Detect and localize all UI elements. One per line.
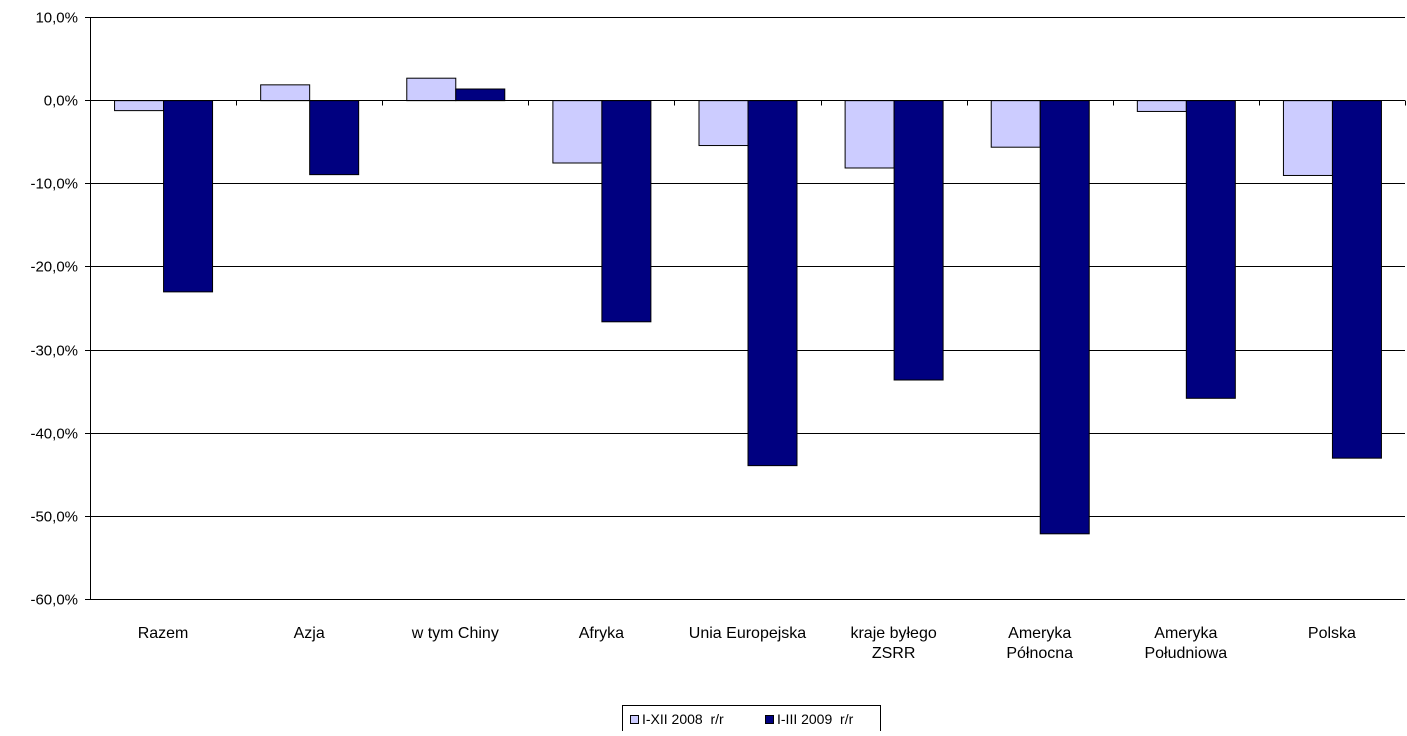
y-tick-label: -40,0% xyxy=(30,426,78,443)
y-tick-label: -10,0% xyxy=(30,176,78,193)
bar-2009 xyxy=(455,88,506,102)
bar-2008 xyxy=(1282,100,1333,176)
bars xyxy=(114,77,1382,535)
y-tick-label: -60,0% xyxy=(30,592,78,609)
bar-2009 xyxy=(1185,100,1236,399)
y-tick-label: 0,0% xyxy=(44,93,78,110)
bar-2008 xyxy=(990,100,1041,148)
legend-box xyxy=(622,705,881,733)
bar-2009 xyxy=(1331,100,1382,459)
legend-label: I-III 2009 r/r xyxy=(777,711,854,727)
bar-2008 xyxy=(698,100,749,147)
bar-2008 xyxy=(1136,100,1187,112)
x-axis-tick-labels: Razem Azja w tym Chiny Afryka Unia Europejsk… xyxy=(138,625,1356,662)
bar-2009 xyxy=(893,100,944,381)
bar-2008 xyxy=(406,77,457,102)
y-tick-label: -50,0% xyxy=(30,509,78,526)
legend-swatch xyxy=(765,715,774,724)
bar-2008 xyxy=(260,84,311,102)
x-tick-label: Azja xyxy=(294,625,325,642)
x-tick-label: Ameryka Południowa xyxy=(1144,625,1227,662)
x-tick-label: Ameryka Północna xyxy=(1006,625,1073,662)
bar-2008 xyxy=(844,100,895,169)
x-tick-label: Afryka xyxy=(579,625,624,642)
y-axis-tick-labels: 10,0% 0,0% -10,0% -20,0% -30,0% -40,0% -50,0% -… xyxy=(30,10,78,609)
bar-2008 xyxy=(552,100,603,164)
axes xyxy=(85,17,1406,600)
legend-label: I-XII 2008 r/r xyxy=(642,711,724,727)
x-tick-label: Unia Europejska xyxy=(689,625,807,642)
x-tick-label: kraje byłego ZSRR xyxy=(850,625,936,662)
y-tick-label: -30,0% xyxy=(30,343,78,360)
x-tick-label: Razem xyxy=(138,625,189,642)
x-tick-label: w tym Chiny xyxy=(411,625,499,642)
x-tick-label: Polska xyxy=(1308,625,1356,642)
bar-2009 xyxy=(601,100,652,323)
legend: I-XII 2008 r/r I-III 2009 r/r xyxy=(622,705,881,733)
y-tick-label: -20,0% xyxy=(30,259,78,276)
y-tick-label: 10,0% xyxy=(35,10,78,27)
bar-2008 xyxy=(114,100,165,112)
bar-2009 xyxy=(163,100,214,293)
bar-2009 xyxy=(747,100,798,467)
bar-2009 xyxy=(1039,100,1090,535)
bar-2009 xyxy=(309,100,360,176)
legend-swatch xyxy=(630,715,639,724)
